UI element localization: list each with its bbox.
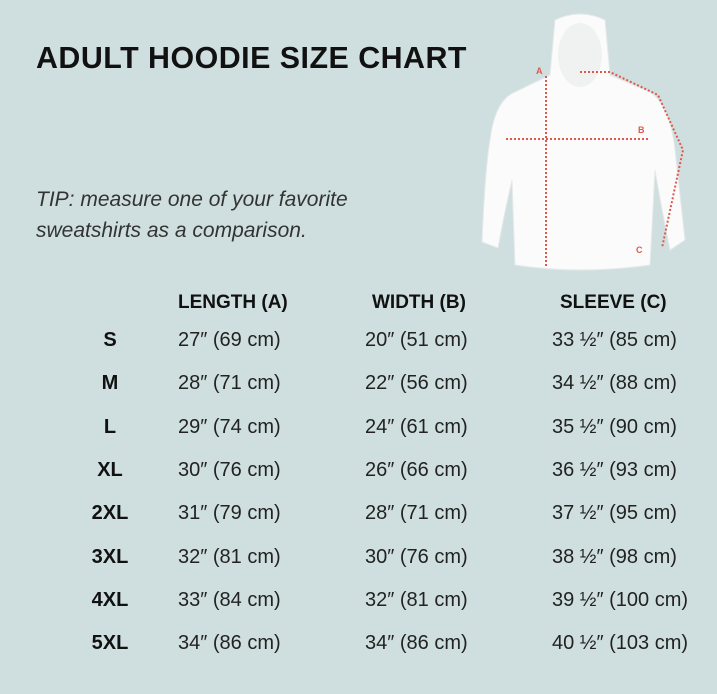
length-cell: 31″ (79 cm) [178, 502, 281, 525]
hoodie-measurement-diagram: A B C [481, 13, 686, 271]
size-label: 2XL [91, 502, 129, 525]
size-label: L [103, 415, 117, 438]
table-row: S 27″ (69 cm) 20″ (51 cm) 33 ½″ (85 cm) [0, 329, 717, 359]
length-cell: 30″ (76 cm) [178, 458, 281, 481]
size-label: XL [97, 458, 123, 481]
table-row: XL 30″ (76 cm) 26″ (66 cm) 36 ½″ (93 cm) [0, 459, 717, 489]
width-cell: 28″ (71 cm) [365, 502, 468, 525]
header-width: WIDTH (B) [372, 292, 466, 313]
header-sleeve: SLEEVE (C) [560, 292, 667, 313]
table-row: M 28″ (71 cm) 22″ (56 cm) 34 ½″ (88 cm) [0, 372, 717, 402]
length-cell: 32″ (81 cm) [178, 545, 281, 568]
hoodie-image [481, 13, 686, 271]
width-cell: 22″ (56 cm) [365, 372, 468, 395]
sleeve-cell: 38 ½″ (98 cm) [552, 545, 677, 568]
length-cell: 29″ (74 cm) [178, 415, 281, 438]
width-cell: 24″ (61 cm) [365, 415, 468, 438]
length-cell: 33″ (84 cm) [178, 588, 281, 611]
table-row: 2XL 31″ (79 cm) 28″ (71 cm) 37 ½″ (95 cm) [0, 502, 717, 532]
page-title: ADULT HOODIE SIZE CHART [36, 40, 467, 75]
size-label: S [103, 329, 117, 351]
size-label: 4XL [91, 588, 129, 611]
table-row: 5XL 34″ (86 cm) 34″ (86 cm) 40 ½″ (103 cm) [0, 632, 717, 662]
width-cell: 34″ (86 cm) [365, 632, 468, 655]
label-b: B [638, 125, 645, 135]
width-cell: 30″ (76 cm) [365, 545, 468, 568]
sleeve-cell: 35 ½″ (90 cm) [552, 415, 677, 438]
sleeve-cell: 40 ½″ (103 cm) [552, 632, 689, 655]
measure-lines [506, 71, 685, 268]
header-length: LENGTH (A) [178, 292, 288, 313]
width-cell: 32″ (81 cm) [365, 588, 468, 611]
table-row: 4XL 33″ (84 cm) 32″ (81 cm) 39 ½″ (100 cm) [0, 589, 717, 619]
width-cell: 20″ (51 cm) [365, 329, 468, 351]
label-a: A [536, 66, 543, 76]
table-row: 3XL 32″ (81 cm) 30″ (76 cm) 38 ½″ (98 cm) [0, 546, 717, 576]
size-label: 3XL [91, 545, 129, 568]
sleeve-cell: 37 ½″ (95 cm) [552, 502, 677, 525]
sleeve-cell: 36 ½″ (93 cm) [552, 458, 677, 481]
length-cell: 27″ (69 cm) [178, 329, 281, 351]
length-cell: 28″ (71 cm) [178, 372, 281, 395]
tip-text: TIP: measure one of your favorite sweats… [36, 188, 348, 242]
length-cell: 34″ (86 cm) [178, 632, 281, 655]
size-label: M [101, 372, 119, 395]
sleeve-cell: 39 ½″ (100 cm) [552, 588, 689, 611]
width-cell: 26″ (66 cm) [365, 458, 468, 481]
sleeve-cell: 33 ½″ (85 cm) [552, 329, 677, 351]
sleeve-cell: 34 ½″ (88 cm) [552, 372, 677, 395]
size-label: 5XL [91, 632, 129, 655]
label-c: C [636, 245, 643, 255]
table-row: L 29″ (74 cm) 24″ (61 cm) 35 ½″ (90 cm) [0, 416, 717, 446]
